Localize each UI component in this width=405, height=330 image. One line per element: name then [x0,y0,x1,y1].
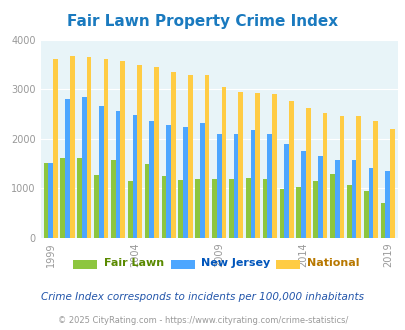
Bar [87,57,91,238]
Bar [103,59,108,238]
Bar [204,75,209,238]
Bar [313,181,317,238]
Bar [137,65,142,238]
Bar [372,121,377,238]
Bar [65,99,70,238]
Bar [368,168,372,238]
Bar [94,175,99,238]
Bar [221,86,226,238]
Bar [322,114,326,238]
Bar [255,93,259,238]
Text: © 2025 CityRating.com - https://www.cityrating.com/crime-statistics/: © 2025 CityRating.com - https://www.city… [58,315,347,325]
Bar [60,158,65,238]
Bar [115,111,120,238]
Bar [317,156,322,238]
Bar [250,130,255,238]
Bar [284,144,288,238]
Bar [149,121,154,238]
Bar [363,190,368,238]
Bar [145,164,149,238]
Bar [154,67,158,238]
Text: New Jersey: New Jersey [200,258,270,268]
Bar [99,106,103,238]
Bar [228,179,233,238]
Bar [279,189,283,238]
Bar [178,180,183,238]
Bar [111,160,115,238]
Bar [384,171,389,238]
Bar [188,75,192,238]
Bar [82,96,87,238]
Bar [380,203,384,238]
Bar [70,56,75,238]
Text: Fair Lawn: Fair Lawn [103,258,163,268]
Bar [245,178,250,238]
Bar [212,179,216,238]
Bar [305,108,310,238]
Bar [346,185,351,238]
Bar [238,92,243,238]
Bar [288,102,293,238]
Bar [53,59,58,238]
Bar [351,160,356,238]
Bar [334,160,339,238]
Bar [339,116,343,238]
Text: Crime Index corresponds to incidents per 100,000 inhabitants: Crime Index corresponds to incidents per… [41,292,364,302]
Bar [161,176,166,238]
Bar [43,163,48,238]
Bar [77,158,82,238]
Bar [171,72,175,238]
Bar [48,163,53,238]
Bar [128,181,132,238]
Bar [166,125,171,238]
Bar [389,129,394,238]
Bar [329,174,334,238]
Bar [195,179,200,238]
Bar [262,179,267,238]
Bar [356,116,360,238]
Bar [132,115,137,238]
Bar [216,134,221,238]
Bar [200,123,204,238]
Text: Fair Lawn Property Crime Index: Fair Lawn Property Crime Index [67,14,338,29]
Bar [271,94,276,238]
Bar [183,127,188,238]
Bar [120,61,125,238]
Text: National: National [306,258,358,268]
Bar [233,134,238,238]
Bar [296,187,301,238]
Bar [301,151,305,238]
Bar [267,134,271,238]
